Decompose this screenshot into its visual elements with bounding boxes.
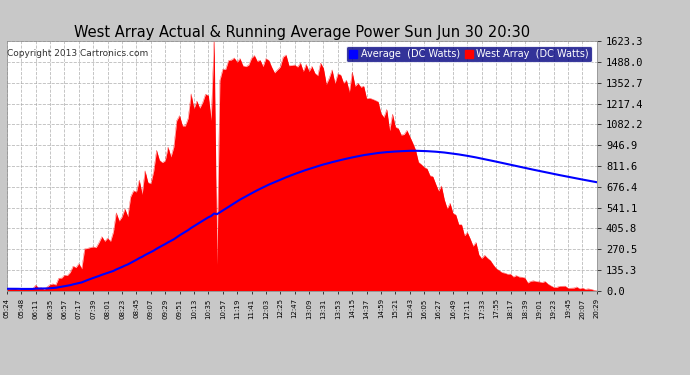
Text: Copyright 2013 Cartronics.com: Copyright 2013 Cartronics.com [8,49,149,58]
Title: West Array Actual & Running Average Power Sun Jun 30 20:30: West Array Actual & Running Average Powe… [74,25,530,40]
Legend: Average  (DC Watts), West Array  (DC Watts): Average (DC Watts), West Array (DC Watts… [346,46,592,62]
